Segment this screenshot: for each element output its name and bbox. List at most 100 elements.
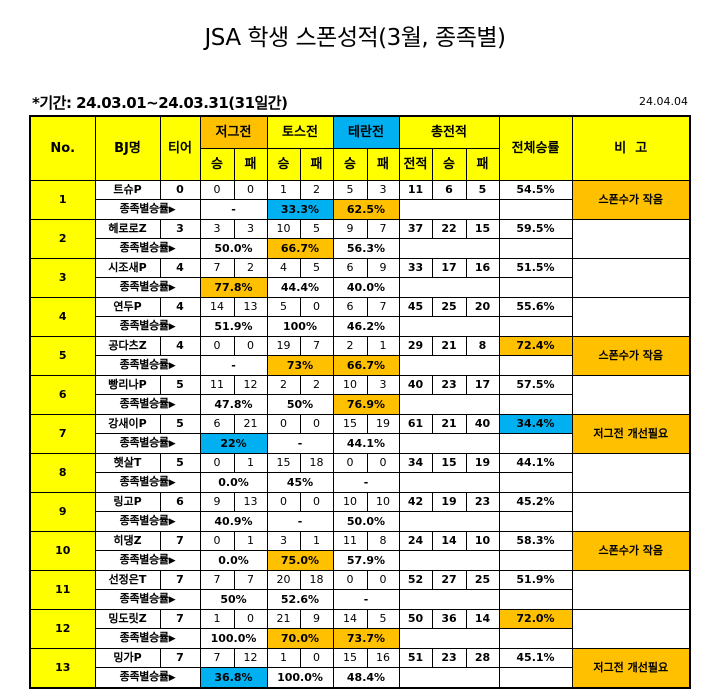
zerg-losses: 2	[233, 258, 268, 278]
total-games: 29	[398, 336, 433, 356]
terran-win-rate: 56.3%	[332, 238, 400, 259]
toss-losses: 0	[299, 648, 334, 668]
empty-rate-cell	[498, 199, 573, 220]
triangle-right-icon: ▶	[168, 244, 176, 254]
zerg-losses: 7	[233, 570, 268, 590]
toss-losses: 5	[299, 258, 334, 278]
row-number: 5	[29, 336, 96, 376]
empty-total-cell	[398, 316, 500, 337]
empty-rate-cell	[498, 394, 573, 415]
zerg-win-rate: 51.9%	[199, 316, 268, 337]
overall-win-rate: 44.1%	[498, 453, 573, 473]
terran-win-rate: 66.7%	[332, 355, 400, 376]
total-losses: 8	[465, 336, 500, 356]
toss-losses: 2	[299, 375, 334, 395]
zerg-win-rate: 40.9%	[199, 511, 268, 532]
note-cell	[571, 453, 691, 493]
triangle-right-icon: ▶	[168, 439, 176, 449]
results-table: No. BJ명 티어 저그전 토스전 테란전 총전적 전체승률 비 고 승 패 …	[29, 115, 691, 689]
terran-losses: 1	[366, 336, 400, 356]
zerg-wins: 0	[199, 531, 235, 551]
row-number: 2	[29, 219, 96, 259]
row-number: 8	[29, 453, 96, 493]
total-games: 50	[398, 609, 433, 629]
table-subrow: 종족별승률▶ -73% 66.7%	[30, 355, 690, 376]
toss-losses: 0	[299, 414, 334, 434]
table-row: 10 히댕Z 7 0 1 3 1 11 8 24 14 10 58.3% 스폰수가 작음	[29, 531, 691, 571]
race-rate-label: 종족별승률▶	[94, 433, 201, 454]
col-header-note: 비 고	[571, 115, 691, 181]
toss-win-rate: 33.3%	[266, 199, 334, 220]
triangle-right-icon: ▶	[168, 400, 176, 410]
terran-win-rate: 40.0%	[332, 277, 400, 298]
toss-wins: 3	[266, 531, 301, 551]
empty-total-cell	[398, 355, 500, 376]
tier-value: 7	[159, 648, 201, 668]
zerg-losses: 0	[233, 336, 268, 356]
toss-win-rate: 100%	[266, 316, 334, 337]
toss-win-rate: -	[266, 511, 334, 532]
total-games: 40	[398, 375, 433, 395]
zerg-wins: 1	[199, 609, 235, 629]
page-title: JSA 학생 스폰성적(3월, 종족별)	[204, 25, 506, 51]
race-rate-label: 종족별승률▶	[94, 316, 201, 337]
total-games: 52	[398, 570, 433, 590]
total-games: 45	[398, 297, 433, 317]
terran-wins: 10	[332, 492, 368, 512]
terran-wins: 11	[332, 531, 368, 551]
empty-total-cell	[398, 589, 500, 610]
terran-win-rate: 73.7%	[332, 628, 400, 649]
bj-name: 강새이P	[94, 414, 161, 434]
race-rate-label: 종족별승률▶	[94, 355, 201, 376]
zerg-losses: 21	[233, 414, 268, 434]
tier-value: 4	[159, 336, 201, 356]
sub-header-zerg-loss: 패	[233, 148, 268, 181]
tier-value: 0	[159, 180, 201, 200]
row-number: 6	[29, 375, 96, 415]
triangle-right-icon: ▶	[168, 322, 176, 332]
terran-wins: 9	[332, 219, 368, 239]
terran-win-rate: 46.2%	[332, 316, 400, 337]
bj-name: 햇살T	[94, 453, 161, 473]
race-rate-label: 종족별승률▶	[94, 667, 201, 689]
race-rate-label-text: 종족별승률	[119, 514, 169, 527]
zerg-wins: 7	[199, 570, 235, 590]
toss-wins: 0	[266, 414, 301, 434]
toss-win-rate: 44.4%	[266, 277, 334, 298]
total-losses: 20	[465, 297, 500, 317]
sub-header-total-win: 승	[431, 148, 467, 181]
toss-win-rate: 50%	[266, 394, 334, 415]
empty-rate-cell	[498, 238, 573, 259]
empty-rate-cell	[498, 472, 573, 493]
race-rate-label-text: 종족별승률	[119, 397, 169, 410]
race-rate-label: 종족별승률▶	[94, 238, 201, 259]
triangle-right-icon: ▶	[168, 361, 176, 371]
total-games: 61	[398, 414, 433, 434]
zerg-win-rate: 0.0%	[199, 550, 268, 571]
table-subrow: 종족별승률▶ 36.8% 100.0% 48.4%	[30, 667, 690, 689]
zerg-wins: 6	[199, 414, 235, 434]
total-games: 37	[398, 219, 433, 239]
terran-losses: 3	[366, 180, 400, 200]
overall-win-rate: 54.5%	[498, 180, 573, 200]
note-cell: 저그전 개선필요	[571, 648, 691, 689]
note-cell	[571, 297, 691, 337]
triangle-right-icon: ▶	[168, 478, 176, 488]
bj-name: 링고P	[94, 492, 161, 512]
empty-rate-cell	[498, 550, 573, 571]
toss-wins: 4	[266, 258, 301, 278]
sub-header-terran-win: 승	[332, 148, 368, 181]
empty-rate-cell	[498, 355, 573, 376]
triangle-right-icon: ▶	[168, 517, 176, 527]
terran-wins: 0	[332, 570, 368, 590]
toss-wins: 15	[266, 453, 301, 473]
zerg-losses: 3	[233, 219, 268, 239]
tier-value: 6	[159, 492, 201, 512]
table-row: 11 선정은T 7 7 7 20 18 0 0 52 27 25 51.9%	[29, 570, 691, 610]
overall-win-rate: 34.4%	[498, 414, 573, 434]
sub-header-games: 전적	[398, 148, 433, 181]
toss-wins: 0	[266, 492, 301, 512]
race-rate-label: 종족별승률▶	[94, 550, 201, 571]
table-row: 7 강새이P 5 6 21 0 0 15 19 61 21 40 34.4% 저그전 개선필요	[29, 414, 691, 454]
table-row: 6 빵리나P 5 11 12 2 2 10 3 40 23 17 57.5%	[29, 375, 691, 415]
